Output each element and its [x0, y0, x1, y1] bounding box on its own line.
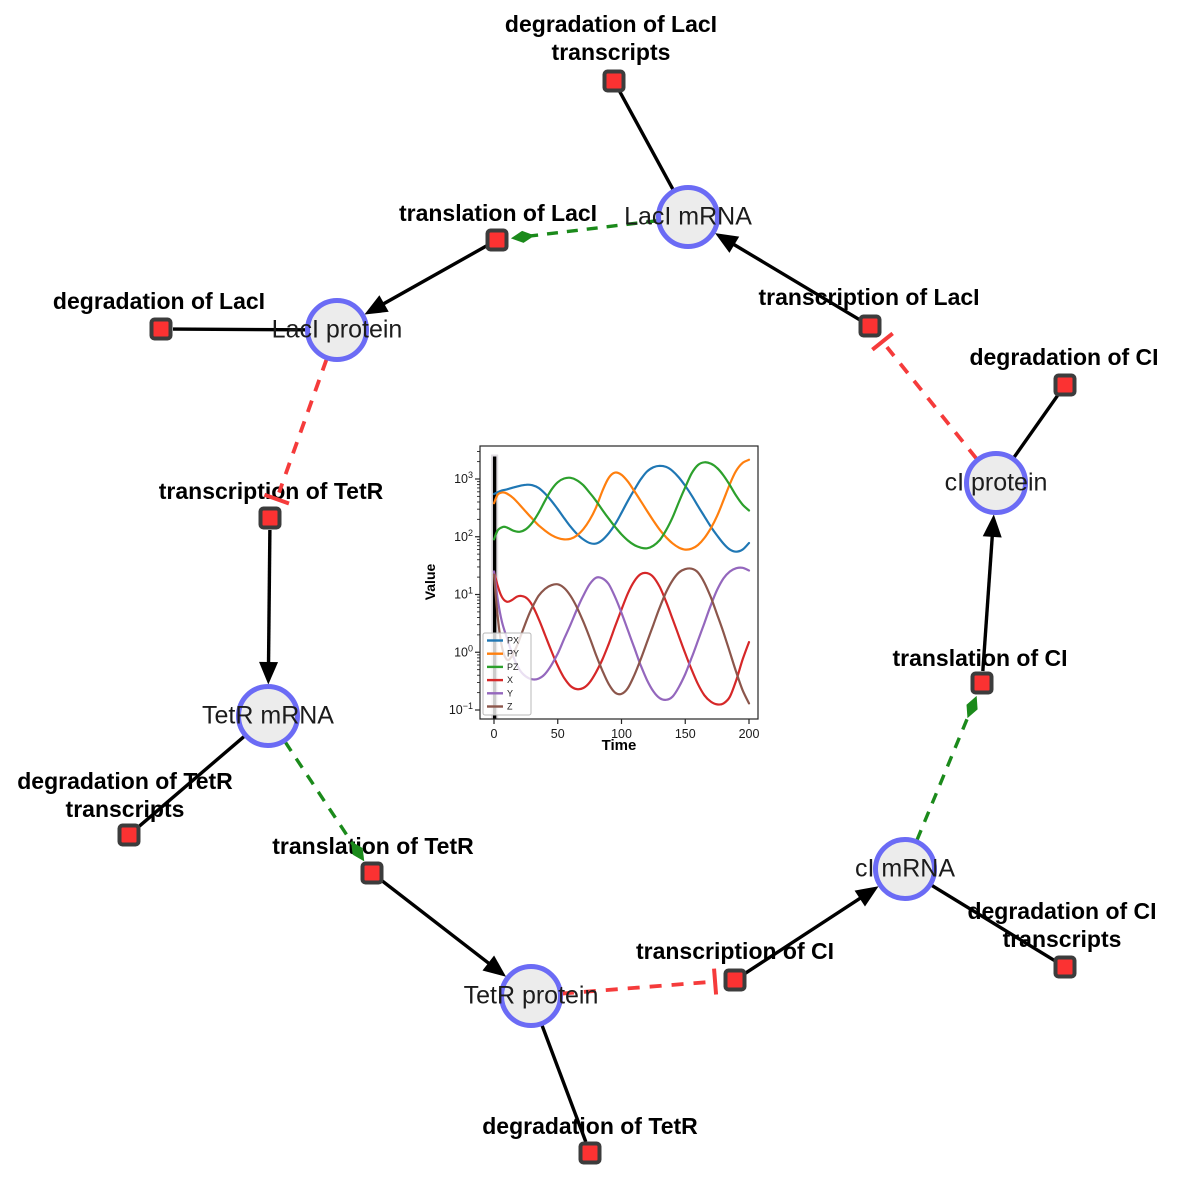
inhibition-tbar: [263, 492, 290, 506]
legend-label-Z: Z: [507, 702, 513, 712]
inhibition-tbar: [712, 968, 719, 995]
series-PZ: [492, 461, 751, 550]
edge-transcription-ci-ci-mrna-production: [744, 886, 879, 975]
species-node-tetr-mrna[interactable]: [236, 684, 300, 748]
edge-translation-tetr-tetr-protein-production: [380, 878, 507, 977]
species-label-ci-mrna: cI mRNA: [855, 854, 955, 883]
species-label-ci-protein: cI protein: [944, 468, 1048, 497]
x-tick-label: 200: [739, 727, 760, 741]
reaction-node-deg-tetr[interactable]: [578, 1141, 602, 1165]
series-PX: [492, 464, 751, 553]
reaction-label-deg-tetr-transcripts: degradation of TetR transcripts: [17, 767, 233, 823]
reaction-label-line: translation of TetR: [272, 833, 474, 859]
edge-tetr-mrna-translation-tetr-modifier: [283, 740, 365, 862]
reaction-label-deg-laci-transcripts: degradation of LacI transcripts: [505, 10, 717, 66]
edge-tetr-protein-deg-tetr-plain: [540, 1024, 588, 1143]
species-node-ci-mrna[interactable]: [873, 837, 937, 901]
series-PY: [492, 458, 751, 551]
species-label-tetr-mrna: TetR mRNA: [202, 701, 334, 730]
edge-ci-protein-deg-ci-plain: [1012, 393, 1060, 459]
reaction-node-deg-ci-transcripts[interactable]: [1053, 955, 1077, 979]
edge-tetr-protein-transcription-ci-inhibition: [561, 968, 719, 996]
edge-ci-mrna-deg-ci-transcripts-plain: [930, 883, 1056, 963]
reaction-label-transcription-tetr: transcription of TetR: [159, 477, 383, 505]
legend: PX PY PZ XYZ: [482, 632, 532, 716]
reaction-label-line: translation of LacI: [398, 200, 598, 226]
reaction-node-transcription-ci[interactable]: [723, 968, 747, 992]
series-X: [492, 570, 751, 706]
reaction-label-line: degradation of LacI: [504, 11, 718, 37]
reaction-node-deg-tetr-transcripts[interactable]: [117, 823, 141, 847]
inhibition-tbar: [871, 331, 894, 352]
reaction-label-line: degradation of CI: [969, 344, 1159, 370]
reaction-label-line: transcription of CI: [635, 938, 835, 964]
edge-tetr-mrna-deg-tetr-transcripts-plain: [137, 734, 246, 829]
x-tick-label: 100: [611, 727, 632, 741]
x-axis-label: Time: [602, 737, 637, 754]
reaction-label-line: translation of CI: [892, 645, 1068, 671]
reaction-node-deg-laci-transcripts[interactable]: [602, 69, 626, 93]
inset-chart: 0 50 100 150 200 10−1 100 101 102 103 Time Value PX P…: [423, 434, 775, 766]
reaction-label-deg-ci: degradation of CI: [969, 343, 1158, 371]
x-tick-label: 50: [551, 727, 565, 741]
reaction-label-translation-laci: translation of LacI: [399, 199, 597, 227]
reaction-label-line: transcription of LacI: [758, 284, 980, 310]
edge-ci-protein-transcription-laci-inhibition: [871, 331, 979, 461]
reaction-label-deg-ci-transcripts: degradation of CI transcripts: [967, 897, 1156, 953]
edge-laci-protein-deg-laci-plain: [172, 327, 307, 332]
species-node-tetr-protein[interactable]: [499, 964, 563, 1028]
reaction-node-transcription-tetr[interactable]: [258, 506, 282, 530]
x-tick-label: 0: [491, 727, 498, 741]
reaction-label-line: transcription of TetR: [158, 478, 384, 504]
reaction-node-translation-tetr[interactable]: [360, 861, 384, 885]
species-label-laci-mrna: LacI mRNA: [624, 202, 752, 231]
legend-label-PZ: PZ: [507, 662, 519, 672]
reaction-label-line: transcripts: [65, 796, 185, 822]
species-label-laci-protein: LacI protein: [271, 315, 403, 344]
reaction-node-transcription-laci[interactable]: [858, 314, 882, 338]
reaction-label-line: degradation of LacI: [52, 288, 266, 314]
edge-ci-mrna-translation-ci-modifier: [915, 695, 978, 842]
timecourse-plot: 0 50 100 150 20010−1100101102103TimeValuePXP…: [423, 434, 775, 766]
y-axis-label: Value: [423, 564, 438, 601]
x-tick-label: 150: [675, 727, 696, 741]
edge-laci-mrna-deg-laci-transcripts-plain: [618, 90, 675, 191]
reaction-label-line: transcripts: [551, 39, 671, 65]
species-node-laci-protein[interactable]: [305, 298, 369, 362]
reaction-label-translation-ci: translation of CI: [892, 644, 1067, 672]
series-Y: [492, 566, 751, 701]
reaction-label-line: degradation of TetR: [482, 1113, 698, 1139]
reaction-node-deg-laci[interactable]: [149, 317, 173, 341]
reaction-label-line: degradation of TetR: [17, 768, 233, 794]
edge-transcription-laci-laci-mrna-production: [715, 233, 861, 322]
species-label-tetr-protein: TetR protein: [463, 981, 599, 1010]
reaction-node-translation-ci[interactable]: [970, 671, 994, 695]
reaction-node-translation-laci[interactable]: [485, 228, 509, 252]
reaction-label-deg-tetr: degradation of TetR: [482, 1112, 698, 1140]
edge-laci-mrna-translation-laci-modifier: [510, 219, 658, 243]
legend-label-Y: Y: [507, 688, 513, 698]
reaction-label-translation-tetr: translation of TetR: [272, 832, 473, 860]
reaction-label-transcription-ci: transcription of CI: [636, 937, 834, 965]
species-node-laci-mrna[interactable]: [656, 185, 720, 249]
legend-label-PX: PX: [507, 636, 519, 646]
series-Z: [492, 567, 751, 705]
reaction-node-deg-ci[interactable]: [1053, 373, 1077, 397]
reaction-label-line: degradation of CI: [967, 898, 1157, 924]
species-node-ci-protein[interactable]: [964, 451, 1028, 515]
edge-translation-laci-laci-protein-production: [364, 244, 488, 315]
edge-translation-ci-ci-protein-production: [981, 514, 1002, 672]
reaction-label-transcription-laci: transcription of LacI: [758, 283, 979, 311]
reaction-label-deg-laci: degradation of LacI: [53, 287, 265, 315]
axes-box: [479, 445, 759, 720]
edge-transcription-tetr-tetr-mrna-production: [259, 529, 279, 685]
edge-laci-protein-transcription-tetr-inhibition: [263, 358, 329, 506]
legend-label-X: X: [507, 675, 513, 685]
legend-label-PY: PY: [507, 649, 519, 659]
